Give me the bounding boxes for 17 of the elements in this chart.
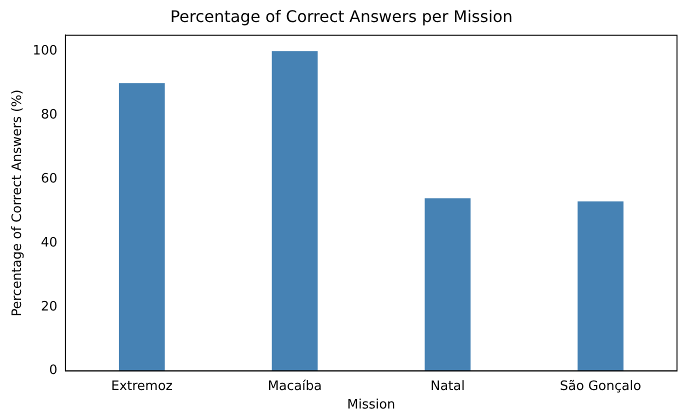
x-tick-label: Macaíba xyxy=(268,378,322,394)
x-axis-title: Mission xyxy=(347,398,396,413)
y-axis-title: Percentage of Correct Answers (%) xyxy=(10,90,26,316)
y-tick-label: 40 xyxy=(40,235,58,250)
y-tick-label: 0 xyxy=(49,363,58,378)
chart-title: Percentage of Correct Answers per Mission xyxy=(170,6,513,26)
x-tick-label: Natal xyxy=(430,378,465,394)
bar xyxy=(424,198,471,371)
y-tick-label: 60 xyxy=(40,171,58,186)
y-tick-label: 20 xyxy=(40,299,58,314)
bar xyxy=(272,51,318,371)
y-tick-label: 80 xyxy=(40,107,58,122)
x-tick-label: Extremoz xyxy=(111,378,173,394)
bar xyxy=(118,83,165,371)
bar xyxy=(578,201,624,371)
y-tick-label: 100 xyxy=(32,44,58,59)
x-tick-label: São Gonçalo xyxy=(560,378,642,394)
